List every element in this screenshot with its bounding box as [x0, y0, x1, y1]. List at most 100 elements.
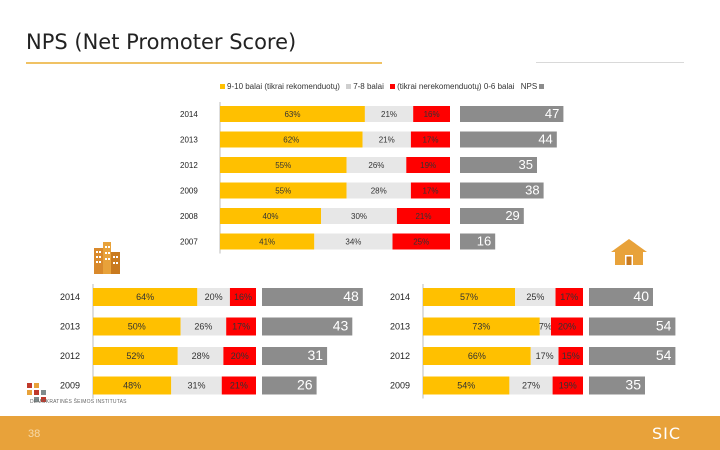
chart-1-label-nps-2014: 48 — [343, 288, 359, 304]
chart-0-bar-nps-2014 — [460, 106, 564, 122]
chart-0-label-promoters-2007: 41% — [259, 237, 275, 246]
chart-2-year-label-2012: 2012 — [390, 351, 410, 361]
page-number: 38 — [28, 428, 41, 440]
chart-0-label-passives-2008: 30% — [351, 212, 367, 221]
chart-1-year-label-2012: 2012 — [60, 351, 80, 361]
chart-1-year-label-2014: 2014 — [60, 292, 80, 302]
chart-0-label-detractors-2009: 17% — [422, 186, 438, 195]
legend-label-detractors: (tikrai nerekomenduotų) 0-6 balai — [397, 82, 515, 91]
chart-2-bar-passives-2012 — [530, 347, 559, 365]
legend-swatch-nps — [539, 84, 545, 90]
chart-0-bar-detractors-2007 — [392, 233, 450, 250]
chart-0-bar-passives-2008 — [321, 208, 397, 224]
chart-2-label-promoters-2012: 66% — [468, 351, 486, 361]
chart-2-bar-nps-2014 — [589, 288, 653, 306]
chart-1-bar-detractors-2013 — [226, 317, 256, 336]
chart-1-label-passives-2012: 28% — [192, 351, 210, 361]
chart-2-label-promoters-2014: 57% — [460, 292, 478, 302]
chart-0-bar-nps-2008 — [460, 208, 524, 224]
legend-label-passives: 7-8 balai — [353, 82, 384, 91]
chart-2-bar-detractors-2009 — [552, 376, 583, 395]
chart-legend: 9-10 balai (tikrai rekomenduotų) 7-8 bal… — [220, 82, 550, 91]
chart-1-bar-nps-2014 — [262, 288, 363, 306]
legend-swatch-detractors — [390, 84, 396, 90]
chart-0-year-label-2012: 2012 — [180, 161, 198, 170]
chart-1-label-promoters-2013: 50% — [128, 322, 146, 332]
chart-0-label-nps-2007: 16 — [477, 233, 491, 248]
legend-label-nps: NPS — [520, 82, 538, 91]
chart-2-bar-promoters-2014 — [423, 288, 516, 306]
legend-swatch-promoters — [220, 84, 225, 90]
chart-1-bar-promoters-2013 — [93, 317, 181, 336]
chart-0-label-detractors-2007: 25% — [413, 237, 429, 246]
chart-2-label-detractors-2013: 20% — [558, 322, 576, 332]
chart-0-bar-promoters-2014 — [220, 106, 365, 122]
chart-0-bar-detractors-2014 — [413, 106, 450, 122]
chart-1-bar-detractors-2009 — [221, 376, 256, 395]
chart-2-year-label-2013: 2013 — [390, 322, 410, 332]
chart-1-bar-detractors-2012 — [223, 347, 256, 365]
chart-0-label-promoters-2012: 55% — [275, 161, 291, 170]
chart-1-bar-nps-2013 — [262, 317, 353, 336]
chart-2-label-passives-2009: 27% — [522, 381, 540, 391]
chart-0-label-promoters-2014: 63% — [284, 110, 300, 119]
chart-0-label-passives-2013: 21% — [379, 135, 395, 144]
chart-0-bar-detractors-2009 — [410, 182, 450, 199]
chart-1-label-nps-2012: 31 — [308, 347, 324, 363]
chart-0-bar-nps-2007 — [460, 233, 496, 250]
chart-2-bar-nps-2013 — [589, 317, 676, 336]
chart-0-bar-detractors-2012 — [406, 157, 450, 173]
chart-1-label-passives-2009: 31% — [187, 381, 205, 391]
chart-1-bar-promoters-2014 — [93, 288, 198, 306]
chart-2-bar-detractors-2012 — [558, 347, 583, 365]
chart-1-label-promoters-2014: 64% — [136, 292, 154, 302]
chart-1-label-nps-2013: 43 — [333, 318, 349, 334]
chart-0-label-detractors-2012: 19% — [420, 161, 436, 170]
footer-bar — [0, 416, 720, 450]
chart-0-bar-detractors-2013 — [410, 131, 450, 148]
chart-2-bar-passives-2013 — [539, 317, 551, 336]
chart-2-label-passives-2014: 25% — [526, 292, 544, 302]
chart-2-label-passives-2012: 17% — [536, 351, 554, 361]
chart-0-bar-passives-2013 — [362, 131, 411, 148]
chart-2-bar-passives-2009 — [509, 376, 553, 395]
chart-0-label-promoters-2013: 62% — [283, 135, 299, 144]
legend-item-passives: 7-8 balai — [346, 82, 384, 91]
chart-2-bar-nps-2012 — [589, 347, 676, 365]
building-icon — [94, 242, 120, 274]
chart-0-label-nps-2013: 44 — [538, 131, 552, 146]
chart-1-bar-passives-2009 — [171, 376, 222, 395]
chart-0-year-label-2014: 2014 — [180, 110, 198, 119]
chart-0-label-nps-2009: 38 — [525, 182, 539, 197]
chart-0-label-passives-2007: 34% — [345, 237, 361, 246]
chart-1-label-passives-2014: 20% — [205, 292, 223, 302]
chart-0-bar-promoters-2009 — [220, 182, 347, 199]
chart-2-label-nps-2014: 40 — [633, 288, 649, 304]
chart-1-label-promoters-2009: 48% — [123, 381, 141, 391]
chart-0-year-label-2009: 2009 — [180, 186, 198, 195]
chart-0-year-label-2007: 2007 — [180, 237, 198, 246]
page-title: NPS (Net Promoter Score) — [26, 30, 297, 54]
chart-0-label-passives-2012: 26% — [368, 161, 384, 170]
chart-0-bar-promoters-2012 — [220, 157, 347, 173]
chart-0-label-nps-2012: 35 — [519, 157, 533, 172]
chart-2-label-nps-2012: 54 — [656, 347, 672, 363]
title-underline — [26, 62, 382, 64]
chart-0-bar-passives-2009 — [346, 182, 411, 199]
chart-0-label-nps-2014: 47 — [545, 106, 559, 121]
chart-0-bar-nps-2012 — [460, 157, 537, 173]
legend-label-promoters: 9-10 balai (tikrai rekomenduotų) — [227, 82, 340, 91]
chart-0-label-detractors-2013: 17% — [422, 135, 438, 144]
chart-0-label-detractors-2014: 16% — [424, 110, 440, 119]
chart-2-label-nps-2013: 54 — [656, 318, 672, 334]
chart-1-label-detractors-2009: 21% — [230, 381, 248, 391]
chart-1-label-nps-2009: 26 — [297, 377, 313, 393]
organization-name: DEMOKRATINĖS ŠEIMOS INSTITUTAS — [30, 399, 127, 405]
chart-0-bar-promoters-2008 — [220, 208, 322, 224]
legend-item-promoters: 9-10 balai (tikrai rekomenduotų) — [220, 82, 340, 91]
chart-2-year-label-2014: 2014 — [390, 292, 410, 302]
chart-1-bar-promoters-2012 — [93, 347, 178, 365]
chart-2-label-nps-2009: 35 — [625, 377, 641, 393]
chart-2-label-promoters-2009: 54% — [457, 381, 475, 391]
